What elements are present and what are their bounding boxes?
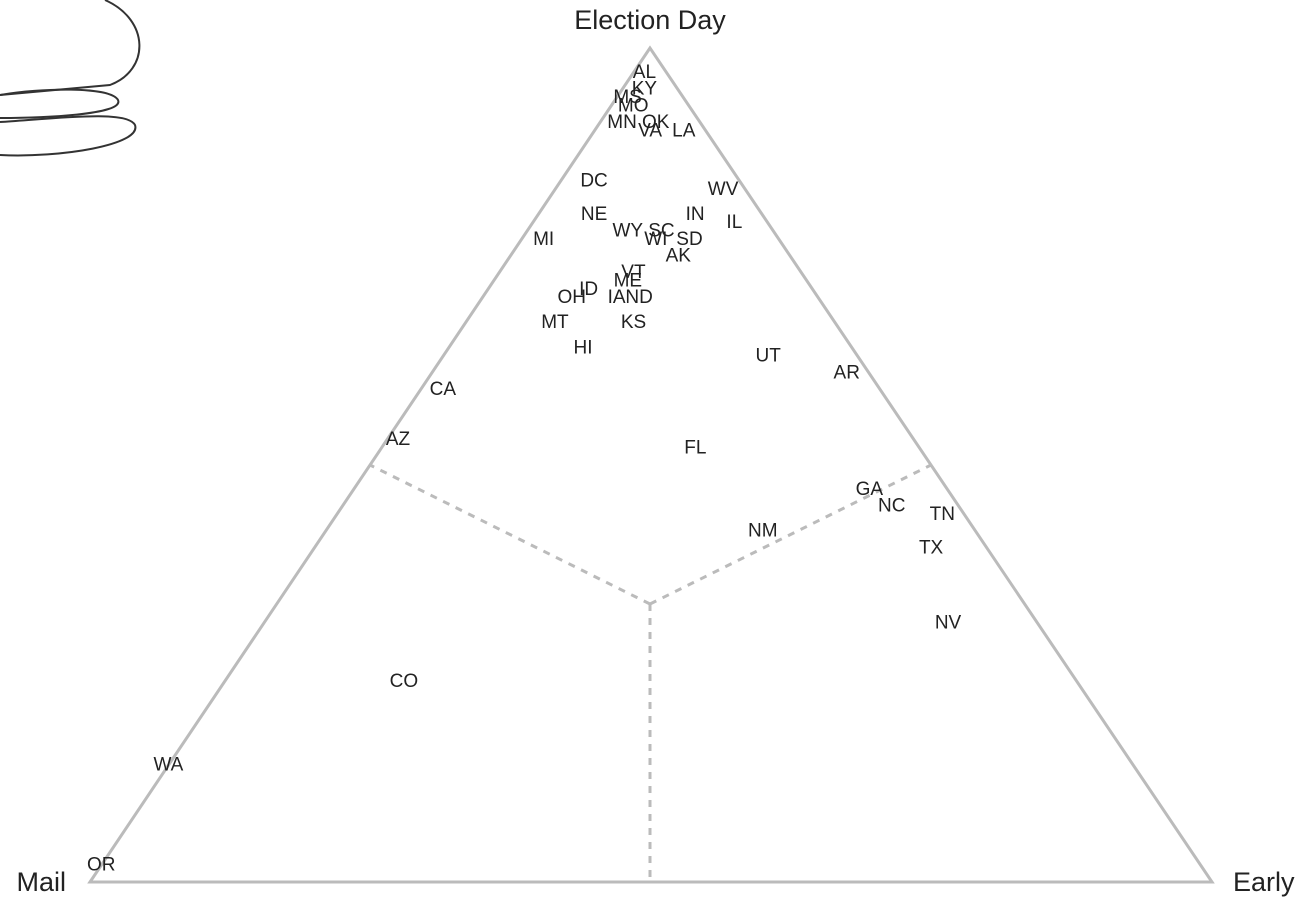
point-label: WV bbox=[708, 179, 739, 200]
point-label: UT bbox=[756, 346, 782, 367]
point-label: CO bbox=[390, 671, 419, 692]
region-dividers bbox=[369, 463, 932, 882]
point-label: AR bbox=[834, 362, 860, 383]
point-label: SC bbox=[648, 220, 674, 241]
point-label: AL bbox=[633, 62, 656, 83]
point-label: GA bbox=[856, 479, 884, 500]
point-label: VT bbox=[621, 262, 646, 283]
point-label: OR bbox=[87, 854, 116, 875]
axis-label-top: Election Day bbox=[574, 5, 726, 35]
point-label: IN bbox=[686, 204, 705, 225]
point-label: MS bbox=[613, 87, 642, 108]
point-label: WA bbox=[153, 754, 183, 775]
point-label: VA bbox=[638, 120, 662, 141]
point-label: NC bbox=[878, 496, 905, 517]
point-label: DC bbox=[580, 170, 607, 191]
point-label: NM bbox=[748, 521, 778, 542]
point-label: MT bbox=[541, 312, 569, 333]
point-label: LA bbox=[672, 120, 696, 141]
point-label: AZ bbox=[386, 429, 411, 450]
point-label: CA bbox=[430, 379, 457, 400]
point-label: KY bbox=[632, 79, 658, 100]
axis-label-left: Mail bbox=[16, 867, 66, 897]
point-label: MI bbox=[533, 229, 554, 250]
point-label: TN bbox=[930, 504, 955, 525]
point-label: OH bbox=[558, 287, 587, 308]
point-label: AK bbox=[666, 246, 692, 267]
point-label: ME bbox=[614, 271, 643, 292]
point-label: KS bbox=[621, 312, 646, 333]
point-label: SD bbox=[676, 229, 702, 250]
point-label: WY bbox=[612, 220, 643, 241]
point-label: NE bbox=[581, 204, 607, 225]
point-label: TX bbox=[919, 537, 944, 558]
axis-label-right: Early bbox=[1233, 867, 1295, 897]
point-label: ID bbox=[579, 279, 598, 300]
point-label: HI bbox=[574, 337, 593, 358]
point-label: MN bbox=[607, 112, 637, 133]
point-label: IA bbox=[608, 287, 626, 308]
point-label: IL bbox=[726, 212, 742, 233]
point-label: ND bbox=[625, 287, 652, 308]
point-label: NV bbox=[935, 612, 962, 633]
point-label: WI bbox=[644, 229, 667, 250]
triangle-frame bbox=[87, 45, 1215, 884]
point-label: MO bbox=[618, 95, 649, 116]
point-label: FL bbox=[684, 437, 706, 458]
point-label: OK bbox=[642, 112, 670, 133]
decoration bbox=[0, 0, 141, 157]
